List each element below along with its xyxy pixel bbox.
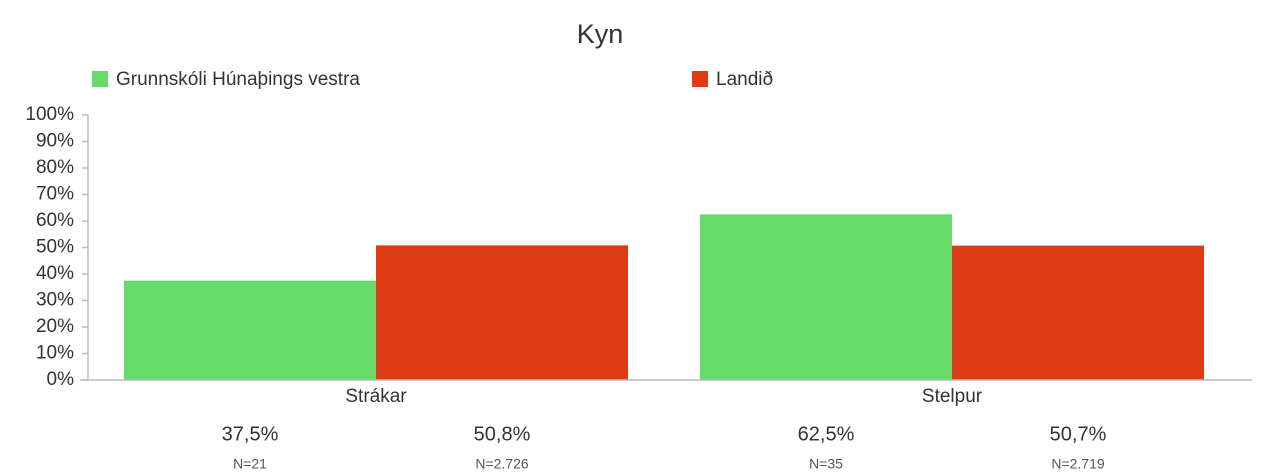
y-tick-label: 50% <box>36 237 74 258</box>
n-label: N=2.719 <box>1051 456 1105 472</box>
bar <box>700 214 952 380</box>
n-label: N=2.726 <box>475 456 529 472</box>
y-tick-label: 70% <box>36 184 74 205</box>
bar <box>952 245 1204 380</box>
legend-swatch <box>692 71 708 87</box>
value-label: 50,8% <box>474 423 531 445</box>
legend-label: Grunnskóli Húnaþings vestra <box>116 69 360 90</box>
y-tick-label: 90% <box>36 131 74 152</box>
y-tick-label: 40% <box>36 263 74 284</box>
legend-label: Landið <box>716 69 773 90</box>
value-label: 37,5% <box>222 423 279 445</box>
y-tick-label: 0% <box>47 369 75 390</box>
y-tick-label: 80% <box>36 157 74 178</box>
y-tick-label: 10% <box>36 343 74 364</box>
x-tick-label: Strákar <box>345 386 407 407</box>
n-label: N=21 <box>233 456 267 472</box>
y-tick-label: 30% <box>36 290 74 311</box>
bar <box>376 245 628 380</box>
chart-title: Kyn <box>577 19 624 49</box>
y-tick-label: 20% <box>36 316 74 337</box>
x-tick-label: Stelpur <box>922 386 983 407</box>
value-label: 62,5% <box>798 423 855 445</box>
legend-swatch <box>92 71 108 87</box>
value-label: 50,7% <box>1050 423 1107 445</box>
n-label: N=35 <box>809 456 843 472</box>
y-tick-label: 100% <box>25 104 74 125</box>
bar <box>124 280 376 380</box>
y-tick-label: 60% <box>36 210 74 231</box>
